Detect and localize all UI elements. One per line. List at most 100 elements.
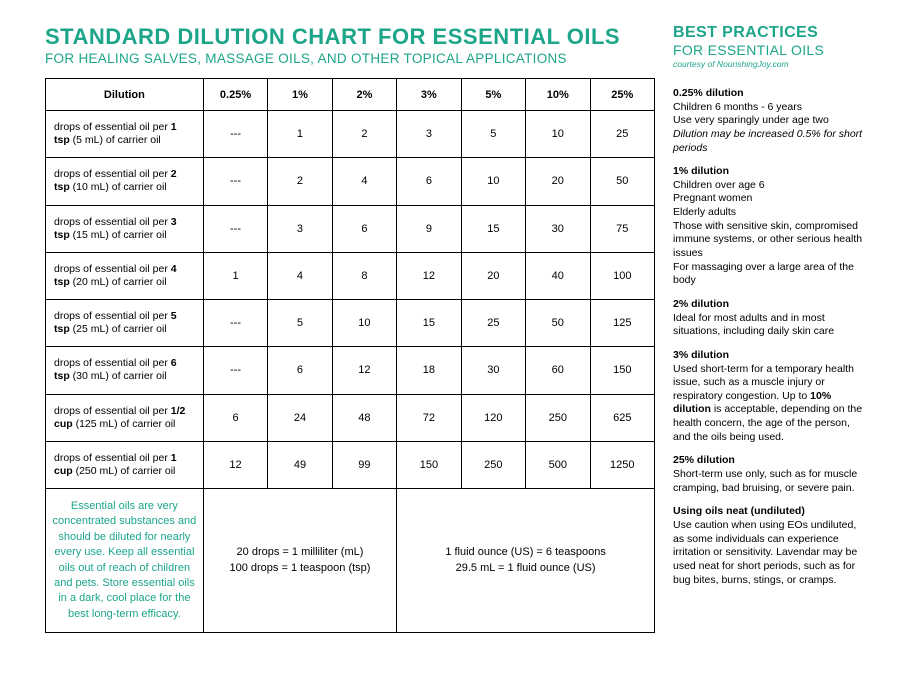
row-label-pre: drops of essential oil per	[54, 216, 171, 228]
sidebar: 0.25% dilutionChildren 6 months - 6 year…	[673, 87, 870, 587]
sidebar-heading: Using oils neat (undiluted)	[673, 505, 870, 519]
cell: 72	[397, 394, 461, 441]
row-label-pre: drops of essential oil per	[54, 310, 171, 322]
row-label-pre: drops of essential oil per	[54, 452, 171, 464]
row-label-post: (250 mL) of carrier oil	[73, 465, 176, 477]
cell: 120	[461, 394, 525, 441]
cell: 4	[332, 158, 396, 205]
row-label-pre: drops of essential oil per	[54, 121, 171, 133]
cell: 3	[397, 111, 461, 158]
cell: 25	[590, 111, 654, 158]
cell: 125	[590, 300, 654, 347]
cell: 10	[461, 158, 525, 205]
footer-left-l2: 100 drops = 1 teaspoon (tsp)	[229, 562, 370, 574]
cell: 99	[332, 441, 396, 488]
table-footer-row: Essential oils are very concentrated sub…	[46, 489, 655, 633]
subtitle: FOR HEALING SALVES, MASSAGE OILS, AND OT…	[45, 51, 655, 66]
row-label: drops of essential oil per 4 tsp (20 mL)…	[46, 252, 204, 299]
row-label: drops of essential oil per 5 tsp (25 mL)…	[46, 300, 204, 347]
cell: 12	[203, 441, 267, 488]
cell: 1	[203, 252, 267, 299]
sidebar-block: 3% dilutionUsed short-term for a tempora…	[673, 349, 870, 444]
cell: 49	[268, 441, 332, 488]
sidebar-heading: 25% dilution	[673, 454, 870, 468]
cell: 5	[461, 111, 525, 158]
col-dilution: Dilution	[46, 79, 204, 111]
cell: 500	[526, 441, 590, 488]
cell: 75	[590, 205, 654, 252]
footer-right-l2: 29.5 mL = 1 fluid ounce (US)	[456, 562, 596, 574]
sidebar-heading: 3% dilution	[673, 349, 870, 363]
cell: 15	[397, 300, 461, 347]
cell: 48	[332, 394, 396, 441]
table-header-row: Dilution 0.25% 1% 2% 3% 5% 10% 25%	[46, 79, 655, 111]
courtesy: courtesy of NourishingJoy.com	[673, 59, 870, 69]
cell: 6	[268, 347, 332, 394]
cell: 6	[397, 158, 461, 205]
cell: 250	[526, 394, 590, 441]
cell: ---	[203, 205, 267, 252]
sidebar-line: Children 6 months - 6 years	[673, 101, 870, 115]
footer-right: 1 fluid ounce (US) = 6 teaspoons 29.5 mL…	[397, 489, 655, 633]
col-25: 25%	[590, 79, 654, 111]
row-label: drops of essential oil per 1 cup (250 mL…	[46, 441, 204, 488]
sidebar-heading: 2% dilution	[673, 298, 870, 312]
row-label: drops of essential oil per 1 tsp (5 mL) …	[46, 111, 204, 158]
row-label: drops of essential oil per 2 tsp (10 mL)…	[46, 158, 204, 205]
sidebar-line: Use very sparingly under age two	[673, 114, 870, 128]
cell: 4	[268, 252, 332, 299]
sidebar-line: Short-term use only, such as for muscle …	[673, 468, 870, 495]
table-row: drops of essential oil per 3 tsp (15 mL)…	[46, 205, 655, 252]
main-title: STANDARD DILUTION CHART FOR ESSENTIAL OI…	[45, 24, 655, 50]
cell: 30	[461, 347, 525, 394]
table-row: drops of essential oil per 2 tsp (10 mL)…	[46, 158, 655, 205]
cell: ---	[203, 158, 267, 205]
sidebar-line: Children over age 6	[673, 179, 870, 193]
sidebar-line: Elderly adults	[673, 206, 870, 220]
cell: 1	[268, 111, 332, 158]
table-footnote: Essential oils are very concentrated sub…	[46, 489, 204, 633]
sidebar-block: 1% dilutionChildren over age 6Pregnant w…	[673, 165, 870, 288]
sidebar-line: Those with sensitive skin, compromised i…	[673, 220, 870, 261]
sidebar-line: Use caution when using EOs undiluted, as…	[673, 519, 870, 587]
row-label: drops of essential oil per 6 tsp (30 mL)…	[46, 347, 204, 394]
sidebar-line: Used short-term for a temporary health i…	[673, 363, 870, 445]
cell: ---	[203, 347, 267, 394]
sidebar-block: 25% dilutionShort-term use only, such as…	[673, 454, 870, 495]
row-label-pre: drops of essential oil per	[54, 405, 171, 417]
table-body: drops of essential oil per 1 tsp (5 mL) …	[46, 111, 655, 489]
cell: 625	[590, 394, 654, 441]
table-row: drops of essential oil per 1 cup (250 mL…	[46, 441, 655, 488]
cell: 60	[526, 347, 590, 394]
row-label-post: (10 mL) of carrier oil	[70, 181, 167, 193]
cell: 12	[397, 252, 461, 299]
cell: 30	[526, 205, 590, 252]
cell: 2	[268, 158, 332, 205]
col-0-25: 0.25%	[203, 79, 267, 111]
table-row: drops of essential oil per 1 tsp (5 mL) …	[46, 111, 655, 158]
right-column: BEST PRACTICES FOR ESSENTIAL OILS courte…	[673, 24, 870, 675]
footer-left-l1: 20 drops = 1 milliliter (mL)	[237, 546, 364, 558]
row-label-pre: drops of essential oil per	[54, 263, 171, 275]
table-row: drops of essential oil per 6 tsp (30 mL)…	[46, 347, 655, 394]
footer-left: 20 drops = 1 milliliter (mL) 100 drops =…	[203, 489, 396, 633]
cell: 1250	[590, 441, 654, 488]
col-1: 1%	[268, 79, 332, 111]
cell: 12	[332, 347, 396, 394]
left-column: STANDARD DILUTION CHART FOR ESSENTIAL OI…	[45, 24, 655, 675]
sidebar-line: Ideal for most adults and in most situat…	[673, 312, 870, 339]
cell: 3	[268, 205, 332, 252]
row-label-post: (15 mL) of carrier oil	[70, 229, 167, 241]
cell: 150	[397, 441, 461, 488]
cell: 40	[526, 252, 590, 299]
col-10: 10%	[526, 79, 590, 111]
cell: ---	[203, 111, 267, 158]
cell: 2	[332, 111, 396, 158]
cell: 50	[526, 300, 590, 347]
row-label-post: (30 mL) of carrier oil	[70, 370, 167, 382]
cell: 250	[461, 441, 525, 488]
row-label: drops of essential oil per 3 tsp (15 mL)…	[46, 205, 204, 252]
row-label-pre: drops of essential oil per	[54, 168, 171, 180]
row-label-post: (20 mL) of carrier oil	[70, 276, 167, 288]
cell: 50	[590, 158, 654, 205]
